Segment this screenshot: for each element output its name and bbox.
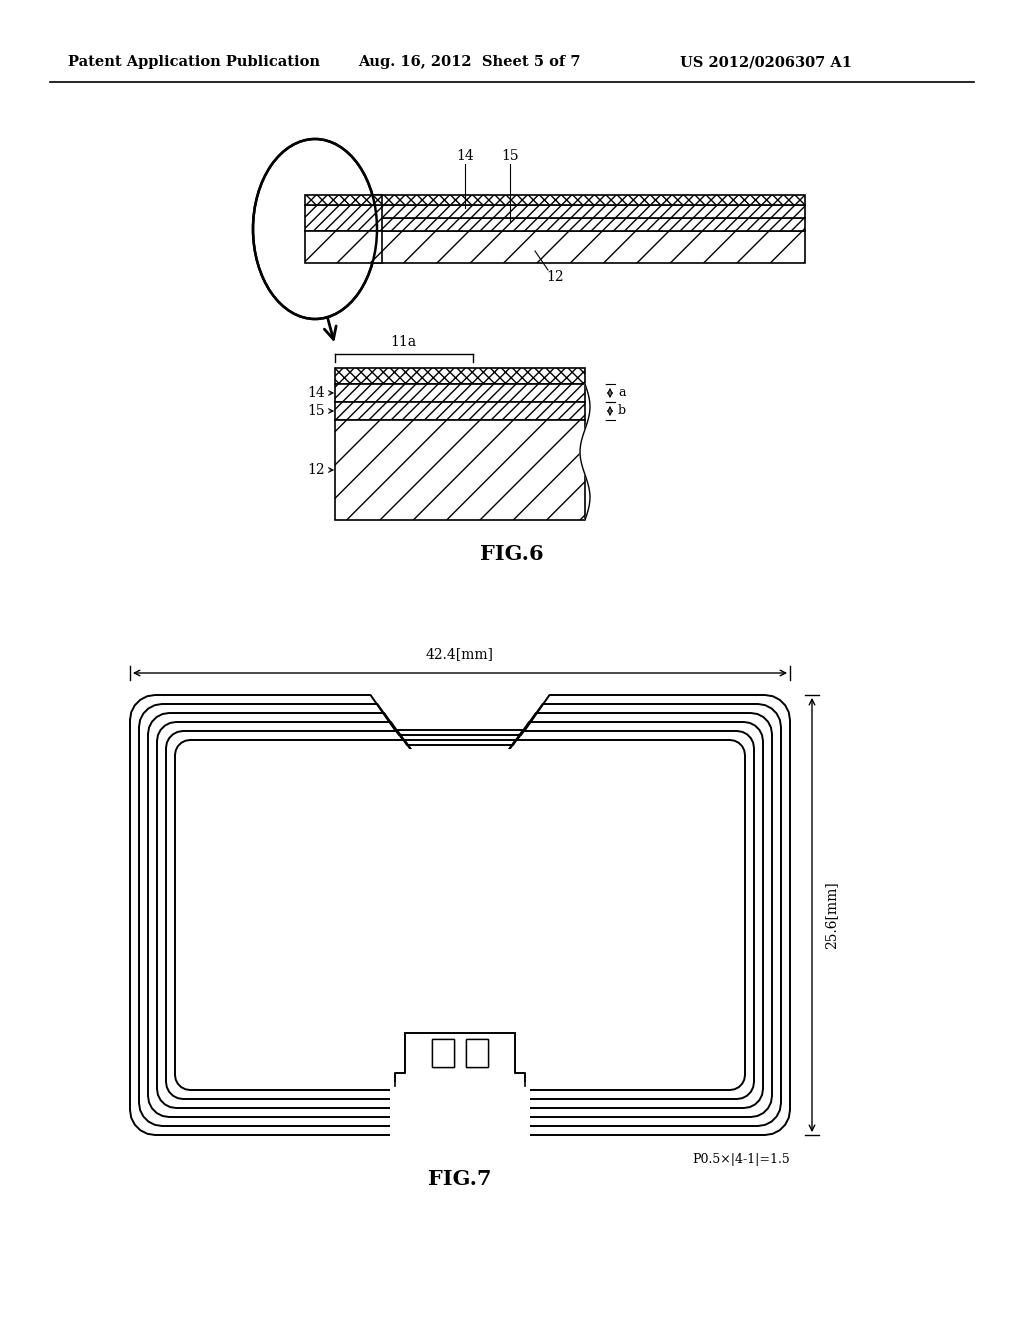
Ellipse shape bbox=[253, 139, 377, 319]
Bar bbox=[466, 1039, 488, 1067]
Bar bbox=[390, 1028, 530, 1137]
Bar bbox=[335, 403, 585, 420]
Bar bbox=[305, 195, 382, 205]
Text: a: a bbox=[618, 387, 626, 400]
Bar bbox=[305, 231, 382, 263]
Polygon shape bbox=[580, 384, 605, 520]
Text: 11a: 11a bbox=[310, 148, 336, 162]
Bar bbox=[432, 1039, 454, 1067]
Text: 15: 15 bbox=[501, 149, 519, 162]
Bar bbox=[335, 368, 585, 384]
Text: 12: 12 bbox=[307, 463, 325, 477]
Bar bbox=[315, 218, 805, 231]
Text: b: b bbox=[618, 404, 626, 417]
Bar bbox=[335, 384, 585, 403]
Bar bbox=[466, 1039, 488, 1067]
Bar bbox=[335, 420, 585, 520]
Text: 15: 15 bbox=[307, 404, 325, 418]
Text: 14: 14 bbox=[307, 385, 325, 400]
Text: 25.6[mm]: 25.6[mm] bbox=[824, 882, 838, 949]
Text: 14: 14 bbox=[456, 149, 474, 162]
Bar bbox=[305, 205, 382, 231]
Bar bbox=[184, 748, 736, 1081]
Text: US 2012/0206307 A1: US 2012/0206307 A1 bbox=[680, 55, 852, 69]
Bar bbox=[315, 231, 805, 263]
Text: Aug. 16, 2012  Sheet 5 of 7: Aug. 16, 2012 Sheet 5 of 7 bbox=[358, 55, 581, 69]
Text: Patent Application Publication: Patent Application Publication bbox=[68, 55, 319, 69]
Text: 11a: 11a bbox=[391, 335, 417, 348]
Text: FIG.6: FIG.6 bbox=[480, 544, 544, 564]
Text: P0.5×|4-1|=1.5: P0.5×|4-1|=1.5 bbox=[692, 1152, 790, 1166]
Bar bbox=[315, 205, 805, 218]
Text: 12: 12 bbox=[546, 271, 564, 284]
Text: FIG.7: FIG.7 bbox=[428, 1170, 492, 1189]
Bar bbox=[315, 195, 805, 205]
Text: 42.4[mm]: 42.4[mm] bbox=[426, 647, 494, 661]
Bar bbox=[432, 1039, 454, 1067]
